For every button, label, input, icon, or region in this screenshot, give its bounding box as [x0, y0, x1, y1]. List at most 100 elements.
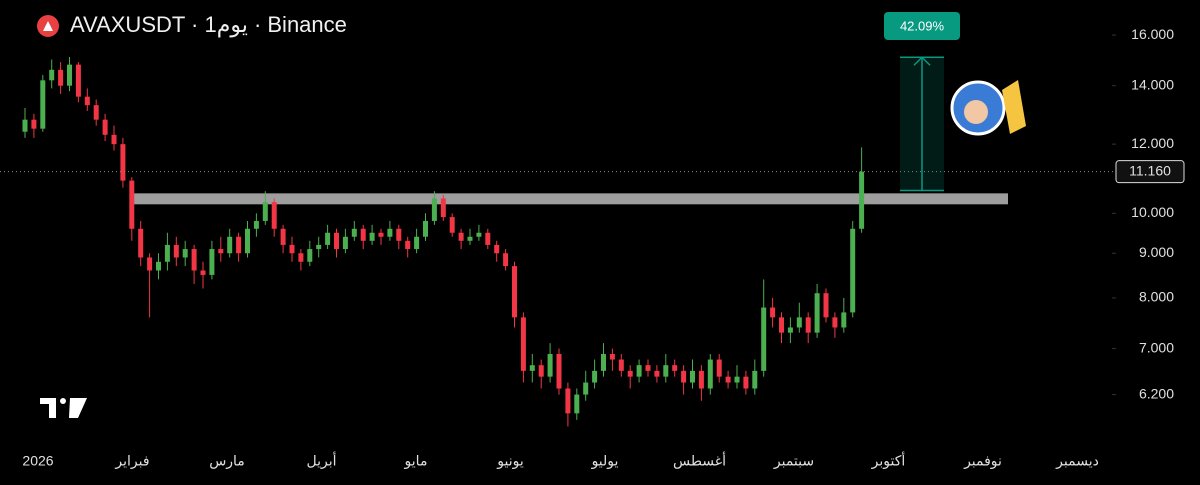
- candle: [316, 236, 322, 258]
- candle-body: [298, 253, 304, 262]
- candle: [22, 108, 28, 138]
- candle: [850, 220, 856, 318]
- candle-body: [458, 232, 464, 241]
- y-tick-label: 8.000: [1139, 289, 1174, 305]
- candle: [405, 236, 411, 258]
- candle-body: [173, 244, 179, 258]
- candle-body: [761, 307, 767, 371]
- candle: [654, 365, 660, 383]
- candle-body: [307, 249, 313, 262]
- last-price-box: [1115, 160, 1185, 184]
- y-tick-label: 16.000: [1131, 26, 1174, 42]
- candle-body: [245, 228, 250, 254]
- candle-body: [556, 354, 562, 389]
- candle-body: [396, 228, 402, 241]
- candle: [191, 244, 197, 284]
- candle-body: [574, 394, 580, 414]
- candle: [414, 228, 420, 254]
- candle: [218, 236, 224, 262]
- candle: [84, 88, 90, 111]
- x-tick-label: 2026: [22, 453, 53, 469]
- candle-body: [120, 144, 126, 181]
- candle-body: [681, 370, 687, 383]
- candle: [725, 370, 731, 389]
- candle: [351, 220, 357, 241]
- candle: [209, 240, 215, 280]
- candle: [147, 253, 153, 318]
- candle-body: [334, 232, 339, 250]
- candle-body: [538, 365, 544, 377]
- candle: [156, 253, 161, 280]
- candle-body: [770, 307, 776, 318]
- candle-body: [387, 228, 393, 237]
- candle-body: [832, 317, 838, 328]
- candle-body: [138, 228, 144, 258]
- candle-body: [796, 317, 802, 328]
- candle-body: [378, 232, 384, 237]
- candle-body: [601, 354, 606, 371]
- candle: [342, 228, 348, 254]
- candle: [636, 359, 642, 383]
- candle-body: [609, 354, 615, 360]
- candle: [707, 354, 713, 395]
- candle-body: [31, 119, 37, 129]
- candle-body: [369, 232, 375, 241]
- candle: [485, 228, 491, 250]
- x-tick-label: مايو: [404, 453, 428, 470]
- candle: [583, 370, 589, 401]
- candle-body: [520, 317, 526, 371]
- candle: [387, 220, 393, 241]
- x-tick-label: سبتمبر: [773, 453, 814, 470]
- candle-body: [164, 244, 170, 262]
- candle: [494, 240, 500, 262]
- candle-body: [209, 249, 215, 275]
- candle: [458, 228, 464, 250]
- candle: [574, 388, 580, 420]
- candle-body: [342, 236, 348, 250]
- candle-body: [414, 236, 420, 250]
- chart-title: AVAXUSDT · 1يوم · Binance: [70, 12, 347, 37]
- measure-arrowhead: [913, 56, 931, 66]
- candle: [520, 312, 526, 383]
- candle: [75, 62, 81, 103]
- candle-body: [253, 220, 259, 229]
- logo-part: [60, 398, 66, 404]
- y-tick-label: 10.000: [1131, 204, 1174, 220]
- candle: [111, 125, 117, 151]
- candle: [681, 365, 687, 395]
- x-tick-label: نوفمبر: [963, 453, 1002, 470]
- candle: [236, 232, 242, 262]
- measure-label-box: [884, 12, 960, 40]
- support-zone: [132, 193, 1008, 205]
- y-tick-label: 7.000: [1139, 339, 1174, 355]
- candle: [592, 359, 598, 389]
- candle: [431, 191, 437, 225]
- candle: [378, 228, 384, 245]
- candle: [262, 191, 268, 225]
- candle-body: [218, 249, 224, 254]
- measure-label: 42.09%: [900, 18, 945, 33]
- candle-body: [271, 202, 277, 229]
- candle-body: [129, 180, 135, 229]
- candle: [369, 224, 375, 245]
- avatar-face: [964, 100, 988, 124]
- candle-body: [592, 370, 598, 383]
- x-tick-label: أبريل: [306, 452, 336, 470]
- candle: [138, 220, 144, 267]
- candle: [253, 213, 259, 237]
- candle-body: [690, 370, 695, 383]
- candle-body: [698, 370, 704, 389]
- candle: [307, 240, 313, 267]
- candle: [601, 343, 606, 377]
- candle: [609, 348, 615, 371]
- candle: [556, 348, 562, 395]
- tradingview-logo: [40, 398, 87, 418]
- candle-body: [316, 244, 322, 250]
- candle: [796, 302, 802, 333]
- x-tick-label: يوليو: [591, 453, 619, 470]
- candle-body: [360, 228, 366, 241]
- candle-body: [512, 266, 517, 318]
- candle-body: [529, 365, 535, 371]
